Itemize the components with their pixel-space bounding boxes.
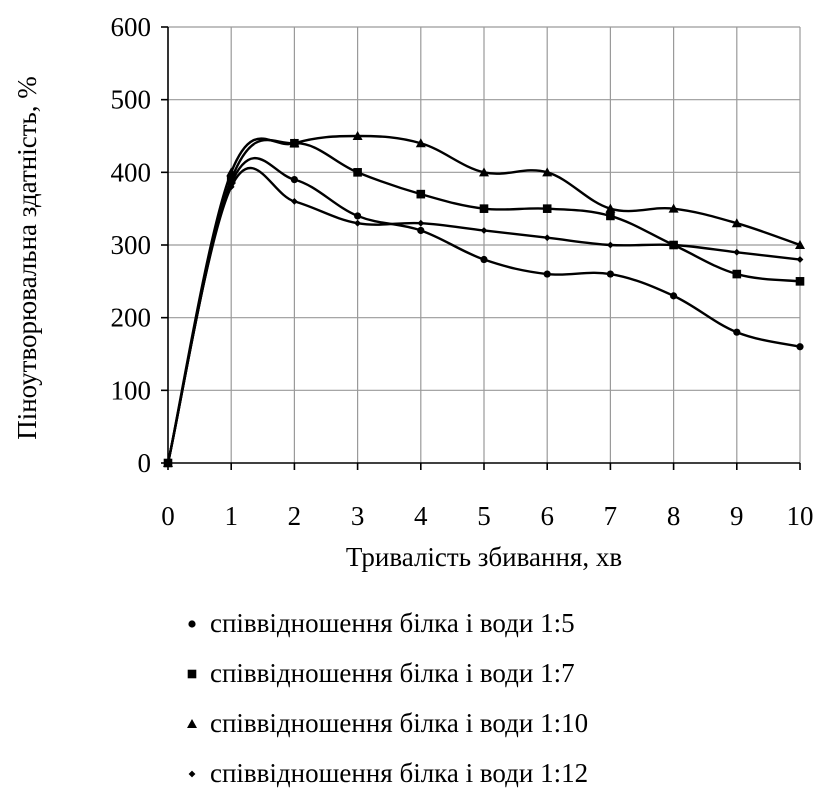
data-point-series-3 <box>479 167 489 177</box>
data-point-series-2 <box>226 175 236 184</box>
data-point-series-4 <box>480 227 488 234</box>
y-tick-label: 500 <box>111 85 152 115</box>
data-point-series-3 <box>289 138 300 148</box>
legend: співвідношення білка і води 1:5 співвідно… <box>187 608 588 788</box>
x-tick-label: 7 <box>604 501 618 531</box>
data-point-series-2 <box>732 269 742 279</box>
y-axis-title: Піноутворювальна здатність, % <box>12 76 42 440</box>
data-point-series-1 <box>796 343 804 351</box>
data-point-series-1 <box>543 270 551 278</box>
x-tick-label: 1 <box>224 501 238 531</box>
data-point-series-4 <box>227 183 235 191</box>
data-point-series-1 <box>670 292 678 300</box>
data-point-series-1 <box>290 176 298 184</box>
x-tick-label: 4 <box>414 501 428 531</box>
y-tick-labels: 0 100 200 300 400 500 600 <box>111 12 152 478</box>
data-point-series-2 <box>479 204 489 213</box>
y-tick-label: 100 <box>111 375 152 405</box>
x-tick-label: 2 <box>288 501 302 531</box>
axes <box>161 26 801 470</box>
legend-marker-2 <box>187 669 197 679</box>
data-point-series-1 <box>354 212 362 220</box>
grid <box>168 26 801 463</box>
data-point-series-2 <box>606 211 615 221</box>
x-tick-label: 6 <box>540 501 554 531</box>
data-point-series-2 <box>416 189 426 199</box>
data-point-series-1 <box>480 255 488 264</box>
data-point-series-4 <box>607 241 614 249</box>
data-point-series-2 <box>353 168 362 177</box>
x-tick-label: 3 <box>351 501 365 531</box>
data-point-series-4 <box>733 248 741 256</box>
data-point-series-2 <box>542 204 552 213</box>
data-point-series-4 <box>291 198 298 205</box>
data-point-series-3 <box>731 218 742 228</box>
data-point-series-3 <box>352 131 363 140</box>
y-tick-label: 200 <box>111 303 152 333</box>
data-points <box>163 131 805 468</box>
legend-marker-3 <box>187 719 197 728</box>
y-tick-label: 0 <box>138 448 152 478</box>
legend-label-4: співвідношення білка і води 1:12 <box>210 758 588 788</box>
data-point-series-4 <box>543 234 551 242</box>
data-point-series-3 <box>226 167 237 177</box>
y-tick-label: 600 <box>111 12 152 42</box>
x-tick-label: 10 <box>787 501 814 531</box>
data-point-series-3 <box>668 203 679 213</box>
x-axis-title: Тривалість збивання, хв <box>346 542 622 572</box>
data-point-series-3 <box>605 203 616 213</box>
data-point-series-4 <box>417 219 425 227</box>
data-point-series-1 <box>733 328 741 336</box>
legend-label-2: співвідношення білка і води 1:7 <box>210 658 575 688</box>
data-point-series-4 <box>670 241 677 249</box>
legend-marker-4 <box>188 770 196 778</box>
data-point-series-3 <box>795 240 805 249</box>
x-tick-label: 8 <box>667 501 681 531</box>
data-point-series-3 <box>542 167 553 177</box>
x-tick-label: 5 <box>477 501 491 531</box>
data-point-series-4 <box>354 219 361 227</box>
x-tick-labels: 0 1 2 3 4 5 6 7 8 9 10 <box>161 501 813 531</box>
y-tick-label: 400 <box>111 157 152 187</box>
data-point-series-3 <box>415 138 426 148</box>
data-point-series-4 <box>796 256 804 263</box>
x-tick-label: 9 <box>730 501 744 531</box>
data-point-series-1 <box>606 270 615 278</box>
data-point-series-1 <box>417 226 425 235</box>
x-tick-label: 0 <box>161 501 175 531</box>
data-point-series-4 <box>164 459 172 467</box>
legend-label-3: співвідношення білка і води 1:10 <box>210 708 588 738</box>
legend-label-1: співвідношення білка і води 1:5 <box>210 608 575 638</box>
legend-marker-1 <box>188 620 196 628</box>
y-tick-label: 300 <box>111 230 152 260</box>
data-point-series-2 <box>795 277 805 286</box>
